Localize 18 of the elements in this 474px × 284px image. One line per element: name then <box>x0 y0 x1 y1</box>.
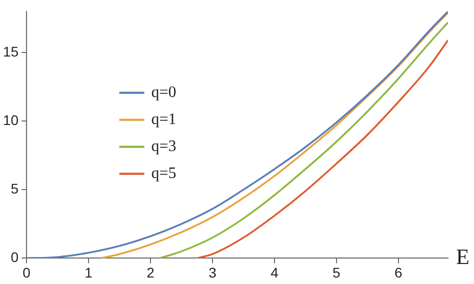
x-tick-label: 0 <box>22 264 31 280</box>
y-tick-label: 15 <box>2 43 19 60</box>
x-tick-label: 2 <box>146 264 155 280</box>
x-tick-label: 5 <box>332 264 341 280</box>
y-tick-label: 10 <box>2 112 19 128</box>
line-series <box>100 12 448 258</box>
legend-label: q=5 <box>151 165 176 182</box>
x-tick-label: 4 <box>270 264 279 280</box>
x-axis-title: E <box>456 244 470 269</box>
x-tick-label: 6 <box>394 264 403 280</box>
legend-label: q=3 <box>151 138 176 156</box>
x-tick-label: 1 <box>84 264 93 280</box>
line-series <box>196 39 448 258</box>
legend-label: q=1 <box>151 111 176 128</box>
x-tick-label: 3 <box>208 264 217 280</box>
y-tick-label: 5 <box>10 180 19 197</box>
legend-label: q=0 <box>151 84 176 102</box>
y-tick-label: 0 <box>10 249 19 266</box>
